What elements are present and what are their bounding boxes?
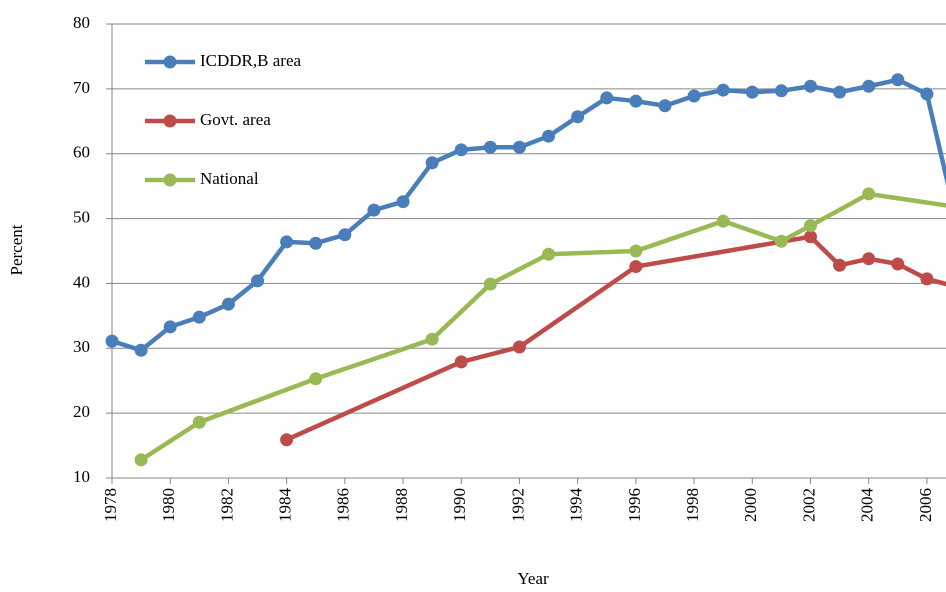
data-point	[687, 89, 701, 103]
x-tick-label: 1978	[101, 488, 120, 522]
data-point	[454, 143, 468, 157]
data-point	[629, 94, 643, 108]
data-point	[483, 277, 497, 291]
data-point	[512, 340, 526, 354]
data-point	[629, 244, 643, 258]
data-point	[251, 274, 265, 288]
data-point	[542, 247, 556, 261]
data-point	[280, 433, 294, 447]
data-point	[454, 355, 468, 369]
x-tick-label: 1988	[392, 488, 411, 522]
data-point	[425, 156, 439, 170]
data-point	[803, 230, 817, 244]
data-point	[891, 257, 905, 271]
data-point	[774, 234, 788, 248]
y-axis-label: Percent	[7, 224, 26, 275]
x-tick-label: 1994	[567, 488, 586, 523]
x-tick-label: 2002	[799, 488, 818, 522]
data-point	[920, 272, 934, 286]
x-tick-label: 1992	[508, 488, 527, 522]
data-point	[833, 258, 847, 272]
y-tick-label: 60	[73, 143, 90, 162]
data-point	[571, 110, 585, 124]
y-tick-label: 40	[73, 272, 90, 291]
y-tick-label: 50	[73, 207, 90, 226]
data-point	[716, 83, 730, 97]
x-axis-label: Year	[517, 569, 549, 588]
data-point	[309, 236, 323, 250]
data-point	[309, 372, 323, 386]
data-point	[396, 195, 410, 209]
x-tick-label: 1986	[334, 488, 353, 522]
y-tick-label: 80	[73, 13, 90, 32]
y-tick-label: 10	[73, 467, 90, 486]
x-tick-label: 1996	[625, 488, 644, 522]
data-point	[803, 79, 817, 93]
data-point	[134, 343, 148, 357]
data-point	[658, 99, 672, 113]
series-line	[139, 191, 946, 462]
data-point	[891, 73, 905, 87]
legend-marker	[163, 114, 177, 128]
y-tick-label: 30	[73, 337, 90, 356]
data-point	[774, 84, 788, 98]
data-point	[425, 332, 439, 346]
data-point	[338, 228, 352, 242]
data-point	[542, 129, 556, 143]
legend-label: Govt. area	[200, 110, 271, 129]
data-point	[803, 219, 817, 233]
x-tick-label: 2006	[916, 488, 935, 522]
x-tick-label: 1980	[159, 488, 178, 522]
legend-marker	[163, 173, 177, 187]
data-point	[163, 320, 177, 334]
data-point	[105, 334, 119, 348]
data-point	[833, 85, 847, 99]
data-point	[192, 310, 206, 324]
x-tick-label: 1982	[217, 488, 236, 522]
legend-label: ICDDR,B area	[200, 51, 301, 70]
data-point	[367, 203, 381, 217]
x-tick-label: 1984	[276, 488, 295, 523]
y-tick-label: 70	[73, 78, 90, 97]
data-point	[862, 79, 876, 93]
data-point	[280, 235, 294, 249]
data-point	[745, 85, 759, 99]
x-tick-label: 2004	[858, 488, 877, 523]
x-tick-label: 1998	[683, 488, 702, 522]
data-point	[192, 415, 206, 429]
data-point	[862, 252, 876, 266]
x-tick-label: 1990	[450, 488, 469, 522]
x-tick-label: 2000	[741, 488, 760, 522]
data-point	[221, 297, 235, 311]
data-point	[920, 87, 934, 101]
data-point	[512, 140, 526, 154]
data-point	[716, 214, 730, 228]
legend-marker	[163, 55, 177, 69]
legend-label: National	[200, 169, 259, 188]
data-point	[134, 453, 148, 467]
y-tick-label: 20	[73, 402, 90, 421]
data-point	[600, 91, 614, 105]
data-point	[862, 187, 876, 201]
data-point	[483, 140, 497, 154]
data-point	[629, 260, 643, 274]
series-line	[285, 234, 946, 442]
